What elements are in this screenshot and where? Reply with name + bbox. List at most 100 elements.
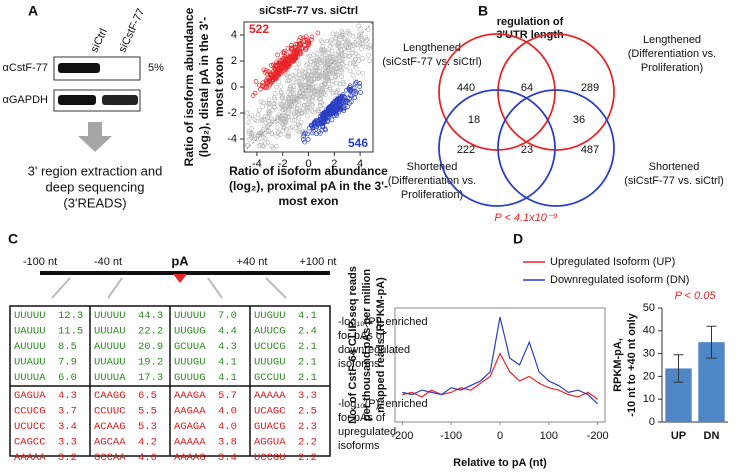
motif-note: upregulated bbox=[338, 426, 396, 438]
motif-score: 17.3 bbox=[138, 372, 163, 384]
set-label: Proliferation) bbox=[401, 189, 463, 201]
point bbox=[311, 58, 317, 64]
point bbox=[274, 125, 280, 130]
x-axis-label: (log₂), proximal pA in the 3'- bbox=[229, 179, 388, 193]
line bbox=[402, 352, 599, 400]
point bbox=[317, 65, 322, 71]
point bbox=[309, 72, 314, 78]
point bbox=[351, 59, 357, 65]
point bbox=[275, 52, 281, 58]
point bbox=[267, 79, 272, 85]
x-tick-label: -2 bbox=[278, 158, 288, 170]
point bbox=[265, 75, 271, 81]
point bbox=[328, 104, 334, 109]
motif-score: 4.3 bbox=[58, 390, 77, 402]
blot-band bbox=[58, 63, 100, 73]
venn-set bbox=[438, 89, 556, 207]
venn-set bbox=[497, 33, 615, 151]
y-axis-label: Ratio of isoform abundance bbox=[182, 7, 196, 166]
venn-count: 23 bbox=[521, 144, 533, 156]
y-axis-label: most exon bbox=[212, 57, 226, 117]
motif: UAUUU bbox=[14, 325, 46, 337]
motif: UUAUU bbox=[14, 356, 46, 368]
point bbox=[260, 127, 266, 133]
point bbox=[358, 90, 363, 95]
point bbox=[347, 53, 353, 59]
point bbox=[259, 118, 265, 124]
region-arrows bbox=[51, 277, 287, 299]
point bbox=[278, 84, 284, 89]
point bbox=[313, 84, 319, 89]
point bbox=[282, 120, 287, 126]
motif-score: 19.2 bbox=[138, 356, 163, 368]
point bbox=[303, 85, 308, 91]
point bbox=[283, 56, 289, 62]
point bbox=[283, 72, 289, 78]
point bbox=[274, 143, 279, 149]
point bbox=[299, 111, 304, 117]
motif-score: 2.1 bbox=[298, 372, 317, 384]
point bbox=[286, 63, 292, 69]
y-tick-label: 20 bbox=[643, 370, 655, 382]
motif: UUGUU bbox=[254, 310, 286, 322]
motif-score: 4.0 bbox=[218, 421, 237, 433]
set-label: (siCstF-77 vs. siCtrl) bbox=[624, 175, 724, 187]
point bbox=[333, 69, 339, 75]
x-tick-label: -200 bbox=[587, 430, 609, 442]
point bbox=[330, 90, 336, 96]
point bbox=[336, 104, 342, 110]
point bbox=[264, 129, 270, 135]
venn-set bbox=[438, 33, 556, 151]
point bbox=[282, 59, 288, 64]
x-tick-label: UP bbox=[671, 430, 686, 442]
point bbox=[322, 72, 328, 77]
motif: UUUUU bbox=[94, 310, 126, 322]
motif: GCCUU bbox=[254, 372, 286, 384]
point bbox=[281, 49, 287, 54]
x-tick-label: -4 bbox=[252, 158, 262, 170]
panel-label: D bbox=[513, 231, 523, 247]
venn-count: 18 bbox=[468, 114, 480, 126]
point bbox=[357, 81, 363, 86]
point bbox=[289, 45, 295, 51]
point bbox=[314, 118, 319, 124]
point bbox=[282, 62, 288, 68]
point bbox=[318, 47, 324, 52]
point bbox=[256, 143, 262, 148]
point bbox=[284, 51, 289, 57]
point bbox=[313, 59, 319, 64]
point bbox=[336, 49, 342, 55]
motif-note: -log₁₀(P), enriched bbox=[338, 398, 428, 410]
p-value: P < 4.1x10⁻⁹ bbox=[494, 212, 557, 224]
point bbox=[347, 100, 353, 106]
point bbox=[329, 117, 335, 123]
set-label: (Differentiation vs. bbox=[628, 48, 716, 60]
point bbox=[341, 35, 347, 41]
point bbox=[298, 35, 303, 40]
point bbox=[288, 74, 293, 80]
point bbox=[255, 133, 260, 139]
point bbox=[277, 101, 283, 107]
point bbox=[321, 49, 326, 55]
legend-label: Downregulated isoform (DN) bbox=[550, 274, 689, 286]
point bbox=[333, 35, 339, 40]
point bbox=[294, 75, 300, 81]
point bbox=[258, 86, 263, 92]
point bbox=[340, 57, 346, 62]
y-tick-label: 4 bbox=[231, 29, 237, 41]
point bbox=[347, 31, 352, 37]
point bbox=[272, 91, 278, 96]
point bbox=[275, 63, 280, 69]
motif: AAAAA bbox=[254, 390, 286, 402]
point bbox=[280, 102, 285, 107]
y-axis-label: No. of CstF-64 CLIP-seq reads bbox=[347, 266, 359, 424]
motif-score: 4.1 bbox=[218, 356, 237, 368]
point bbox=[263, 113, 268, 119]
point bbox=[327, 70, 333, 76]
point bbox=[301, 137, 306, 142]
point bbox=[296, 41, 302, 47]
point bbox=[345, 40, 351, 46]
motif: AUUUU bbox=[14, 341, 46, 353]
point bbox=[244, 110, 250, 116]
point bbox=[304, 106, 310, 111]
